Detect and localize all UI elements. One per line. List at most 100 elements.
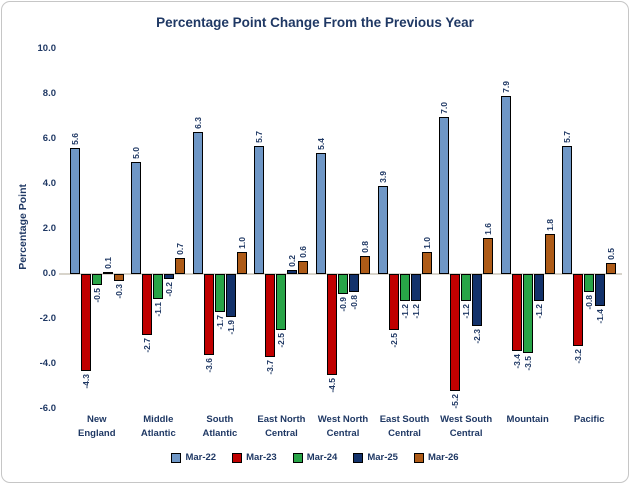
bar-mar-25-mountain: [533, 274, 544, 301]
bar-mar-22-south-atlantic: [192, 132, 203, 274]
bar-value-label: 0.1: [102, 256, 113, 269]
bar-mar-22-middle-atlantic: [131, 161, 142, 274]
chart-title: Percentage Point Change From the Previou…: [156, 15, 474, 30]
bar-value-label: -2.5: [388, 333, 399, 348]
bar-mar-24-west-south-central: [461, 274, 472, 301]
bar-value-label: -3.2: [573, 349, 584, 364]
bar-mar-23-east-south-central: [388, 274, 399, 331]
bar-mar-23-west-south-central: [450, 274, 461, 391]
bar-value-label: -1.9: [225, 319, 236, 335]
bar-mar-23-pacific: [573, 274, 584, 346]
bar-value-label: -3.5: [522, 355, 533, 371]
legend-label: Mar-26: [427, 452, 459, 463]
bar-value-label: 1.0: [421, 236, 432, 249]
bar-mar-22-pacific: [562, 145, 573, 274]
x-axis-category-label: South Atlantic: [185, 413, 255, 440]
bar-value-label: -1.2: [461, 304, 472, 319]
bar-mar-26-new-england: [113, 274, 124, 281]
y-axis-tick-label: -2.0: [39, 312, 56, 324]
legend-label: Mar-23: [246, 452, 277, 463]
bar-value-label: 7.0: [439, 101, 450, 114]
bar-mar-24-south-atlantic: [214, 274, 225, 313]
x-axis-category-label: East South Central: [370, 413, 440, 440]
bar-value-label: -0.8: [584, 295, 595, 310]
x-axis-category-line: South: [206, 414, 234, 425]
bar-value-label: 3.9: [377, 171, 388, 184]
bar-value-label: -2.3: [472, 328, 483, 344]
x-axis-category-line: West North: [317, 414, 369, 425]
x-axis-category-line: Central: [326, 427, 360, 439]
bar-mar-23-west-north-central: [327, 274, 337, 376]
bar-mar-25-new-england: [102, 271, 113, 274]
bar-value-label: 0.8: [360, 241, 370, 253]
y-axis-tick-label: 4.0: [42, 177, 56, 189]
bar-mar-26-south-atlantic: [236, 251, 247, 274]
bar-value-label: -3.4: [511, 353, 522, 369]
x-axis-category-line: Middle: [143, 414, 174, 425]
bar-value-label: 0.6: [298, 245, 309, 258]
bar-mar-26-east-south-central: [421, 251, 432, 274]
bar-value-label: -1.2: [533, 304, 544, 319]
legend-swatch-mar-24: [292, 452, 303, 463]
legend-label: Mar-24: [306, 452, 338, 463]
x-axis-category-line: Central: [388, 427, 421, 439]
bar-mar-24-pacific: [584, 274, 595, 292]
bar-mar-24-new-england: [91, 274, 102, 286]
legend-swatch-mar-26: [413, 452, 424, 463]
x-axis-category-label: Mountain: [493, 413, 563, 427]
bar-value-label: 5.4: [316, 137, 326, 150]
legend-swatch-mar-22: [171, 452, 182, 463]
x-axis-category-line: East South: [379, 414, 430, 425]
y-axis-tick-label: 6.0: [42, 132, 56, 144]
legend-swatch-mar-23: [232, 452, 243, 463]
x-axis-category-line: Mountain: [506, 414, 549, 425]
bar-value-label: -4.3: [80, 373, 91, 389]
y-axis-tick-label: 10.0: [37, 42, 57, 54]
legend-item-mar-22: Mar-22: [171, 452, 216, 463]
bar-value-label: 1.6: [483, 223, 494, 235]
x-axis-category-line: Central: [449, 427, 483, 439]
bar-value-label: 0.2: [287, 254, 298, 267]
bar-mar-22-west-south-central: [439, 116, 450, 274]
bar-mar-22-mountain: [500, 96, 511, 274]
x-axis-category-line: New: [87, 414, 107, 425]
bar-value-label: -0.2: [164, 281, 175, 297]
legend-item-mar-25: Mar-25: [353, 452, 398, 463]
bar-value-label: -1.1: [153, 301, 164, 317]
bar-value-label: 5.7: [562, 130, 573, 143]
x-axis-category-line: East North: [257, 414, 306, 425]
bar-value-label: 5.0: [131, 146, 142, 159]
bar-mar-26-pacific: [606, 262, 617, 274]
bar-value-label: -3.6: [203, 358, 214, 373]
bar-value-label: -2.5: [276, 333, 287, 348]
x-axis-category-line: West South: [440, 414, 493, 425]
bar-mar-25-middle-atlantic: [164, 274, 175, 279]
bar-value-label: -1.4: [595, 308, 606, 324]
bar-value-label: 6.3: [192, 117, 203, 130]
x-axis-category-line: England: [78, 427, 116, 439]
bar-mar-25-pacific: [595, 274, 606, 306]
bar-mar-26-west-north-central: [360, 256, 370, 274]
legend-swatch-mar-25: [353, 452, 364, 463]
x-axis-category-label: West South Central: [431, 413, 501, 440]
bar-value-label: -2.7: [142, 337, 153, 353]
x-axis-category-label: New England: [62, 413, 132, 440]
bar-mar-24-east-south-central: [399, 274, 410, 301]
bar-value-label: -3.7: [265, 360, 276, 375]
y-axis-tick-label: 2.0: [42, 222, 56, 234]
bar-value-label: 1.8: [544, 218, 555, 231]
legend-item-mar-23: Mar-23: [232, 452, 277, 463]
y-axis-tick-label: 8.0: [42, 87, 56, 99]
y-axis-tick-label: -4.0: [39, 357, 56, 369]
x-axis-category-line: Atlantic: [140, 427, 176, 439]
bar-value-label: 5.7: [254, 130, 265, 143]
bar-value-label: 7.9: [500, 81, 511, 94]
bar-value-label: -0.3: [113, 283, 124, 299]
legend-item-mar-26: Mar-26: [413, 452, 459, 463]
bar-mar-26-west-south-central: [483, 238, 494, 274]
x-axis-category-line: Central: [265, 427, 298, 439]
bar-mar-25-west-north-central: [349, 274, 359, 292]
bar-value-label: -5.2: [450, 394, 461, 409]
bar-mar-25-west-south-central: [472, 274, 483, 326]
